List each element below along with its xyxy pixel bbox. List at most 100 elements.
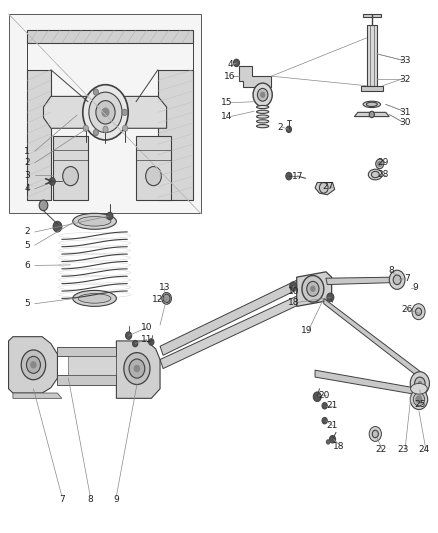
Circle shape — [31, 362, 36, 368]
Polygon shape — [315, 370, 420, 395]
Circle shape — [26, 357, 40, 373]
Polygon shape — [68, 356, 117, 375]
Text: 26: 26 — [401, 304, 413, 313]
Text: 15: 15 — [221, 98, 233, 107]
Circle shape — [93, 89, 99, 95]
Text: 21: 21 — [326, 401, 337, 410]
Ellipse shape — [257, 106, 269, 109]
Circle shape — [418, 381, 422, 385]
Circle shape — [134, 366, 140, 372]
Polygon shape — [297, 272, 332, 306]
Circle shape — [416, 308, 422, 316]
Circle shape — [329, 435, 336, 443]
Polygon shape — [9, 337, 57, 393]
Circle shape — [103, 126, 108, 133]
Text: 19: 19 — [300, 326, 312, 335]
Text: 2: 2 — [24, 228, 30, 237]
Text: 23: 23 — [398, 446, 409, 455]
Circle shape — [102, 108, 109, 117]
Circle shape — [286, 172, 292, 180]
Circle shape — [311, 286, 315, 292]
Ellipse shape — [73, 290, 117, 306]
Circle shape — [21, 350, 46, 379]
Text: 28: 28 — [377, 170, 389, 179]
Text: 24: 24 — [419, 446, 430, 455]
Circle shape — [233, 59, 240, 67]
Text: 27: 27 — [322, 182, 334, 191]
Text: 30: 30 — [399, 118, 410, 127]
Circle shape — [261, 92, 265, 98]
Polygon shape — [136, 136, 171, 200]
Ellipse shape — [368, 169, 382, 180]
Ellipse shape — [257, 120, 269, 123]
Text: 1: 1 — [24, 147, 30, 156]
Circle shape — [326, 440, 330, 444]
Text: 32: 32 — [399, 75, 410, 84]
Circle shape — [410, 372, 429, 395]
Polygon shape — [354, 112, 389, 117]
Ellipse shape — [257, 115, 269, 118]
Circle shape — [389, 270, 405, 289]
Ellipse shape — [257, 125, 269, 128]
Polygon shape — [43, 96, 166, 128]
Polygon shape — [324, 298, 422, 378]
Circle shape — [49, 177, 55, 185]
Ellipse shape — [257, 110, 269, 114]
Circle shape — [83, 85, 128, 140]
Text: 29: 29 — [377, 158, 389, 167]
Circle shape — [290, 282, 297, 290]
Circle shape — [96, 101, 115, 124]
Circle shape — [327, 293, 334, 302]
Circle shape — [416, 395, 422, 403]
Text: 10: 10 — [141, 323, 153, 332]
Polygon shape — [117, 341, 160, 398]
Circle shape — [302, 276, 324, 302]
Circle shape — [124, 353, 150, 384]
Circle shape — [63, 166, 78, 185]
Polygon shape — [160, 280, 301, 356]
Circle shape — [126, 332, 132, 340]
Ellipse shape — [411, 383, 427, 394]
Text: 10: 10 — [287, 287, 299, 296]
Circle shape — [322, 417, 327, 424]
Text: 5: 5 — [24, 241, 30, 250]
Ellipse shape — [78, 294, 111, 303]
Circle shape — [393, 275, 401, 285]
Circle shape — [313, 392, 321, 401]
FancyBboxPatch shape — [9, 14, 201, 213]
Circle shape — [53, 221, 62, 232]
Ellipse shape — [366, 102, 377, 107]
Circle shape — [39, 200, 48, 211]
Circle shape — [286, 126, 291, 133]
Text: 8: 8 — [389, 266, 394, 275]
Circle shape — [369, 426, 381, 441]
Circle shape — [319, 182, 328, 193]
Polygon shape — [361, 86, 383, 91]
Text: 21: 21 — [326, 422, 337, 431]
Circle shape — [258, 88, 268, 101]
Polygon shape — [13, 393, 62, 398]
Polygon shape — [57, 375, 117, 384]
Text: 4: 4 — [227, 60, 233, 69]
Polygon shape — [27, 30, 193, 43]
Circle shape — [378, 161, 382, 166]
Circle shape — [369, 111, 374, 118]
Circle shape — [89, 92, 122, 133]
Text: 7: 7 — [59, 495, 65, 504]
Ellipse shape — [371, 171, 379, 177]
Text: 33: 33 — [399, 56, 410, 64]
Text: 18: 18 — [287, 298, 299, 307]
Text: 4: 4 — [24, 184, 30, 193]
Circle shape — [83, 125, 88, 132]
Text: 20: 20 — [318, 391, 329, 400]
Polygon shape — [363, 14, 381, 17]
Circle shape — [149, 339, 154, 345]
Polygon shape — [367, 25, 377, 86]
Circle shape — [107, 212, 113, 220]
Ellipse shape — [73, 213, 117, 229]
Text: 9: 9 — [113, 495, 119, 504]
Circle shape — [122, 109, 127, 116]
Text: 13: 13 — [159, 283, 171, 292]
Circle shape — [93, 130, 99, 136]
Circle shape — [322, 402, 327, 409]
